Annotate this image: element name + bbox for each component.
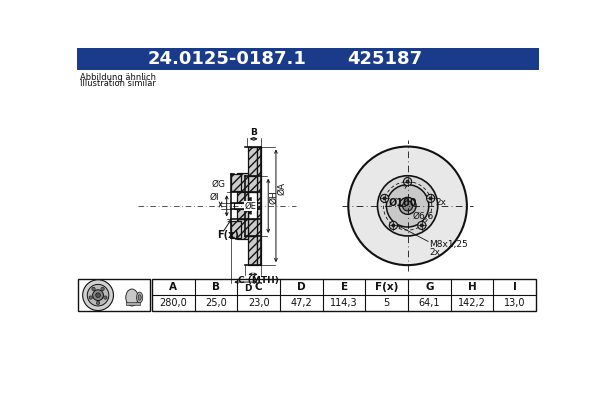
Ellipse shape [138, 295, 141, 300]
Bar [238, 192, 248, 203]
Circle shape [418, 221, 426, 230]
Text: M8x1,25: M8x1,25 [429, 240, 468, 249]
Ellipse shape [137, 292, 143, 303]
Circle shape [386, 185, 429, 227]
Circle shape [406, 180, 409, 183]
Text: 25,0: 25,0 [205, 298, 227, 308]
Text: C (MTH): C (MTH) [238, 276, 279, 285]
Text: D: D [244, 284, 251, 293]
Text: Abbildung ähnlich: Abbildung ähnlich [80, 73, 155, 82]
Bar [232, 221, 241, 238]
Text: ØE: ØE [244, 201, 256, 210]
Text: F(x): F(x) [217, 230, 239, 240]
Text: B: B [212, 282, 220, 292]
Circle shape [97, 301, 100, 304]
Text: 2x: 2x [429, 248, 440, 256]
Bar [248, 176, 257, 192]
Bar [248, 236, 257, 265]
Bar [78, 279, 151, 311]
Text: 64,1: 64,1 [419, 298, 440, 308]
Bar [238, 173, 248, 192]
Bar [245, 176, 248, 236]
Circle shape [404, 178, 412, 186]
Circle shape [104, 296, 107, 299]
Text: Ø6,6: Ø6,6 [413, 212, 434, 221]
Text: 2x: 2x [435, 198, 446, 207]
Bar [248, 192, 257, 220]
Circle shape [421, 224, 423, 227]
Bar [152, 279, 536, 311]
Text: 13,0: 13,0 [504, 298, 526, 308]
Text: H: H [468, 282, 476, 292]
Bar [248, 146, 257, 176]
Text: ØA: ØA [277, 182, 286, 195]
Text: ØH: ØH [270, 190, 279, 204]
Text: F(x): F(x) [375, 282, 398, 292]
Text: 142,2: 142,2 [458, 298, 486, 308]
Circle shape [83, 280, 113, 310]
Bar [233, 203, 248, 209]
Circle shape [101, 287, 104, 291]
Circle shape [92, 287, 95, 291]
Ellipse shape [126, 289, 138, 306]
Bar [126, 302, 140, 305]
Text: Ø100: Ø100 [389, 198, 417, 208]
Text: 24.0125-0187.1: 24.0125-0187.1 [147, 50, 306, 68]
Text: 23,0: 23,0 [248, 298, 269, 308]
Text: ØG: ØG [211, 180, 225, 189]
Circle shape [429, 197, 432, 200]
Circle shape [427, 194, 435, 202]
Circle shape [349, 146, 467, 265]
Text: A: A [169, 282, 178, 292]
Text: ØI: ØI [209, 192, 219, 202]
Circle shape [89, 296, 92, 299]
Text: D: D [297, 282, 305, 292]
Text: 280,0: 280,0 [160, 298, 187, 308]
Text: I: I [513, 282, 517, 292]
Bar [232, 174, 241, 191]
Circle shape [403, 201, 413, 211]
Circle shape [87, 284, 109, 306]
Circle shape [392, 224, 395, 227]
Bar [257, 146, 260, 265]
Text: Illustration similar: Illustration similar [80, 79, 155, 88]
Bar [248, 220, 257, 236]
Circle shape [96, 293, 100, 298]
Text: G: G [425, 282, 434, 292]
Circle shape [399, 197, 416, 214]
Circle shape [377, 176, 438, 236]
Circle shape [383, 197, 386, 200]
Text: E: E [341, 282, 347, 292]
Bar [77, 48, 539, 70]
Bar [238, 220, 248, 239]
Text: 5: 5 [383, 298, 390, 308]
Text: 47,2: 47,2 [290, 298, 312, 308]
Circle shape [389, 221, 397, 230]
Circle shape [92, 290, 103, 300]
Text: 114,3: 114,3 [330, 298, 358, 308]
Text: 425187: 425187 [347, 50, 422, 68]
Bar [238, 203, 248, 220]
Text: B: B [250, 128, 257, 137]
Circle shape [380, 194, 389, 202]
Text: C: C [255, 282, 263, 292]
